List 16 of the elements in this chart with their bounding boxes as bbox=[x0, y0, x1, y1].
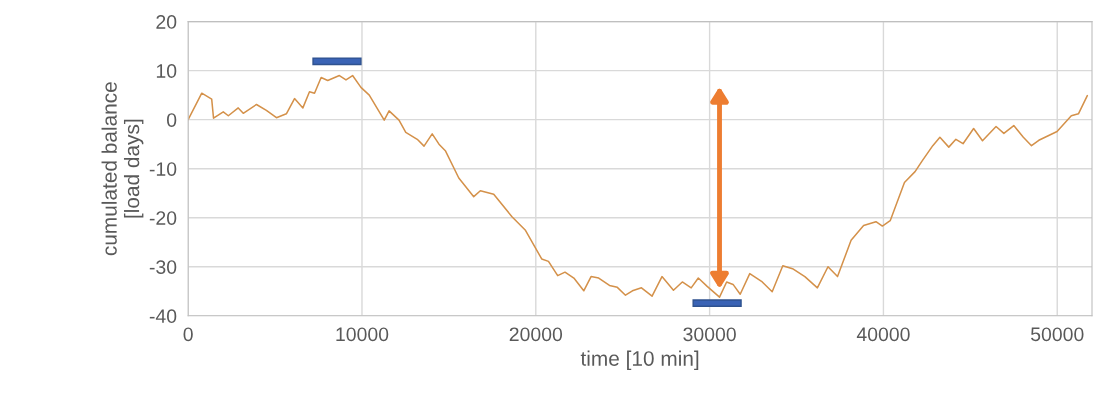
y-tick-label: -40 bbox=[149, 309, 177, 324]
y-tick-label: 0 bbox=[167, 113, 177, 127]
y-axis-title: cumulated balance [load days] bbox=[101, 82, 144, 256]
y-tick-label: 10 bbox=[156, 64, 177, 78]
y-tick-label: -10 bbox=[149, 162, 177, 176]
x-tick-label: 0 bbox=[183, 327, 193, 342]
x-tick-label: 40000 bbox=[856, 327, 910, 342]
y-tick-label: -30 bbox=[149, 260, 177, 274]
x-tick-label: 20000 bbox=[509, 327, 563, 342]
x-tick-label: 30000 bbox=[683, 327, 736, 342]
y-tick-label: -20 bbox=[149, 211, 177, 225]
x-tick-label: 10000 bbox=[336, 327, 389, 342]
line-series bbox=[188, 74, 1089, 298]
x-tick-label: 50000 bbox=[1030, 327, 1084, 342]
x-axis-title: time [10 min] bbox=[580, 350, 699, 371]
y-tick-label: 20 bbox=[156, 15, 177, 29]
